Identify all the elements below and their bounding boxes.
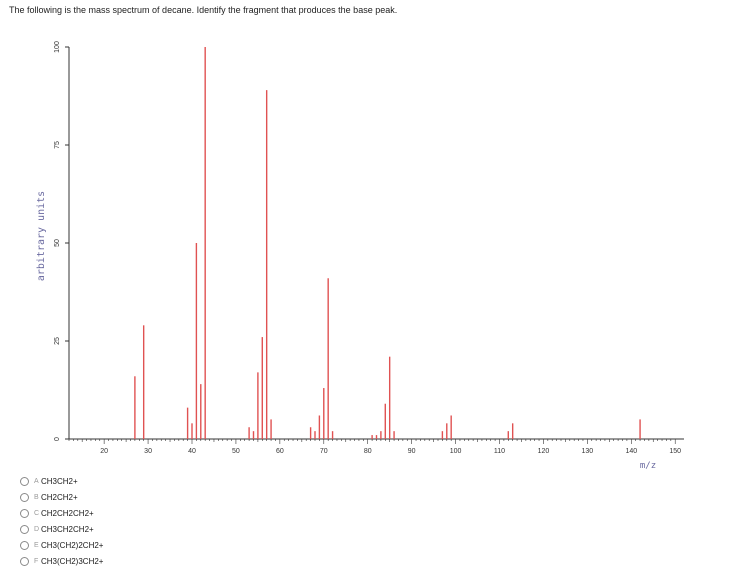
option-letter: A bbox=[34, 477, 39, 485]
y-tick-label: 75 bbox=[54, 141, 61, 149]
option-letter: E bbox=[34, 541, 39, 549]
option-c[interactable]: C CH2CH2CH2+ bbox=[20, 505, 280, 521]
option-letter: F bbox=[34, 557, 39, 565]
answer-options: A CH3CH2+ B CH2CH2+ C CH2CH2CH2+ D CH3CH… bbox=[20, 473, 280, 569]
option-text: CH2CH2CH2+ bbox=[41, 508, 94, 518]
x-tick-label: 40 bbox=[188, 448, 196, 455]
y-tick-label: 0 bbox=[54, 437, 61, 441]
option-text: CH3(CH2)3CH2+ bbox=[41, 556, 104, 566]
y-tick-label: 25 bbox=[54, 337, 61, 345]
radio-button[interactable] bbox=[20, 556, 29, 566]
radio-button[interactable] bbox=[20, 524, 29, 534]
option-letter: B bbox=[34, 493, 39, 501]
radio-button[interactable] bbox=[20, 492, 29, 502]
option-a[interactable]: A CH3CH2+ bbox=[20, 473, 280, 489]
chart-axes bbox=[68, 47, 684, 440]
radio-button[interactable] bbox=[20, 540, 29, 550]
x-tick-label: 120 bbox=[538, 448, 550, 455]
x-axis-label: m/z bbox=[640, 461, 656, 471]
option-text: CH3CH2CH2+ bbox=[41, 524, 94, 534]
x-tick-label: 100 bbox=[450, 448, 462, 455]
x-tick-label: 110 bbox=[494, 448, 505, 455]
option-b[interactable]: B CH2CH2+ bbox=[20, 489, 280, 505]
x-ticks: 20 30 40 50 60 70 80 90 100 110 120 130 140 150 bbox=[68, 439, 681, 455]
x-tick-label: 30 bbox=[144, 448, 152, 455]
x-tick-label: 140 bbox=[625, 448, 637, 455]
option-letter: D bbox=[34, 525, 40, 533]
option-d[interactable]: D CH3CH2CH2+ bbox=[20, 521, 280, 537]
option-text: CH2CH2+ bbox=[41, 492, 78, 502]
radio-button[interactable] bbox=[20, 476, 29, 486]
y-axis-label: arbitrary units bbox=[36, 191, 47, 281]
option-e[interactable]: E CH3(CH2)2CH2+ bbox=[20, 537, 280, 553]
x-tick-label: 20 bbox=[100, 448, 108, 455]
spectrum-peaks bbox=[134, 47, 641, 439]
x-tick-label: 70 bbox=[320, 448, 328, 455]
x-tick-label: 60 bbox=[276, 448, 284, 455]
x-tick-label: 50 bbox=[232, 448, 240, 455]
mass-spectrum-chart: 0 25 50 75 100 20 30 40 50 60 70 80 90 100 110 120 130 1… bbox=[0, 22, 729, 482]
y-ticks: 0 25 50 75 100 bbox=[54, 41, 69, 441]
option-f[interactable]: F CH3(CH2)3CH2+ bbox=[20, 553, 280, 569]
x-tick-label: 80 bbox=[364, 448, 372, 455]
option-text: CH3(CH2)2CH2+ bbox=[41, 540, 104, 550]
x-tick-label: 90 bbox=[408, 448, 416, 455]
radio-button[interactable] bbox=[20, 508, 29, 518]
x-tick-label: 130 bbox=[582, 448, 594, 455]
chart-svg: 0 25 50 75 100 20 30 40 50 60 70 80 90 100 110 120 130 1… bbox=[36, 41, 684, 471]
question-text: The following is the mass spectrum of de… bbox=[9, 5, 398, 15]
y-tick-label: 100 bbox=[54, 41, 61, 53]
x-tick-label: 150 bbox=[669, 448, 681, 455]
option-text: CH3CH2+ bbox=[41, 476, 78, 486]
y-tick-label: 50 bbox=[54, 239, 61, 247]
option-letter: C bbox=[34, 509, 40, 517]
